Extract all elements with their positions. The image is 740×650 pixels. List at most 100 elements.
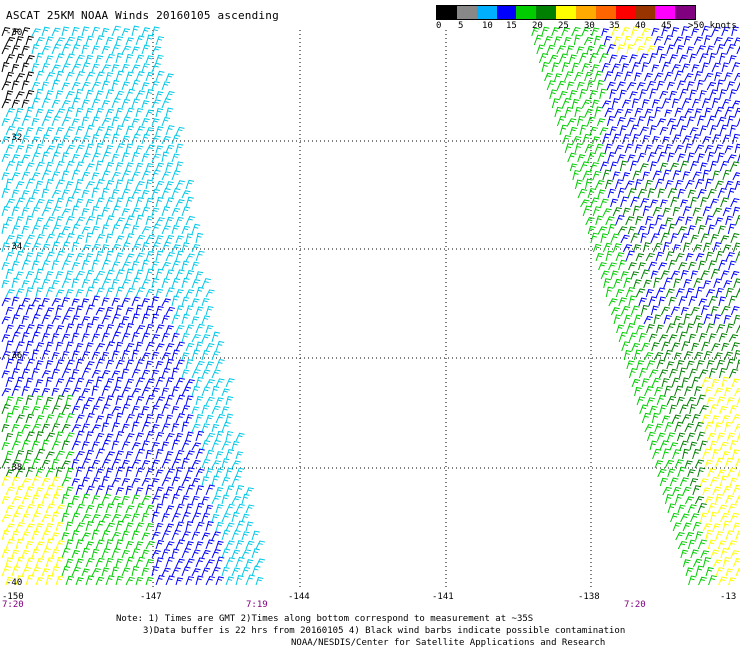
wind-barb bbox=[620, 196, 629, 208]
wind-barb bbox=[689, 441, 698, 451]
wind-barb bbox=[35, 379, 44, 388]
wind-barb bbox=[626, 44, 635, 55]
wind-barb bbox=[11, 241, 20, 253]
wind-barb bbox=[165, 523, 174, 532]
wind-barb bbox=[723, 351, 733, 361]
wind-barb bbox=[653, 314, 662, 325]
wind-barb bbox=[195, 430, 205, 442]
wind-barb bbox=[25, 55, 35, 64]
wind-barb bbox=[145, 144, 156, 154]
wind-barb bbox=[718, 576, 728, 586]
wind-barb bbox=[51, 405, 61, 415]
wind-barb bbox=[41, 423, 50, 433]
wind-barb bbox=[41, 62, 50, 73]
wind-barb bbox=[31, 475, 41, 487]
wind-barb bbox=[161, 513, 170, 523]
wind-barb bbox=[195, 485, 204, 496]
wind-barb bbox=[11, 476, 20, 487]
wind-barb bbox=[681, 63, 691, 73]
wind-barb bbox=[191, 477, 201, 487]
wind-barb bbox=[728, 55, 737, 64]
wind-barb bbox=[115, 235, 125, 244]
wind-barb bbox=[5, 90, 14, 100]
wind-barb bbox=[681, 341, 691, 352]
wind-barb bbox=[15, 108, 24, 118]
wind-barb bbox=[711, 26, 721, 37]
wind-barb bbox=[111, 386, 122, 397]
wind-barb bbox=[626, 82, 637, 91]
wind-barb bbox=[45, 287, 55, 298]
wind-barb bbox=[125, 71, 134, 82]
wind-barb bbox=[135, 287, 146, 298]
wind-barb bbox=[241, 531, 250, 541]
wind-barb bbox=[730, 306, 740, 316]
wind-barb bbox=[75, 179, 84, 190]
wind-barb bbox=[669, 442, 679, 451]
wind-barb bbox=[141, 369, 151, 379]
wind-barb bbox=[594, 143, 604, 154]
wind-barb bbox=[155, 376, 165, 388]
wind-barb bbox=[185, 179, 195, 190]
wind-barb bbox=[628, 54, 638, 64]
wind-barb bbox=[606, 81, 616, 91]
wind-barb bbox=[121, 423, 130, 433]
wind-barb bbox=[135, 54, 145, 64]
wind-barb bbox=[669, 124, 679, 136]
wind-barb bbox=[185, 414, 194, 424]
wind-barb bbox=[91, 567, 101, 577]
wind-barb bbox=[656, 46, 664, 55]
wind-barb bbox=[679, 477, 689, 487]
wind-barb bbox=[101, 170, 111, 181]
wind-barb bbox=[65, 539, 74, 550]
wind-barb bbox=[95, 179, 105, 190]
wind-barb bbox=[543, 36, 553, 46]
wind-barb bbox=[85, 485, 95, 496]
wind-barb bbox=[35, 342, 45, 352]
wind-barb bbox=[533, 34, 543, 46]
wind-barb bbox=[5, 160, 16, 172]
wind-barb bbox=[672, 449, 682, 460]
wind-barb bbox=[185, 324, 195, 334]
wind-barb bbox=[666, 323, 676, 334]
wind-barb bbox=[165, 125, 175, 136]
wind-barb bbox=[21, 368, 30, 379]
wind-barb bbox=[615, 289, 624, 298]
wind-barb bbox=[572, 135, 582, 145]
wind-barb bbox=[145, 179, 154, 190]
wind-barb bbox=[703, 350, 713, 361]
wind-barb bbox=[45, 523, 54, 532]
wind-barb bbox=[681, 377, 690, 388]
wind-barb bbox=[715, 287, 724, 298]
wind-barb bbox=[115, 341, 124, 352]
wind-barb bbox=[181, 457, 190, 469]
wind-barb bbox=[701, 341, 710, 352]
wind-barb bbox=[141, 206, 151, 217]
lon-label: -141 bbox=[432, 592, 454, 602]
wind-barb bbox=[45, 396, 54, 406]
wind-barb bbox=[91, 187, 100, 199]
wind-barb bbox=[211, 405, 221, 415]
wind-barb bbox=[141, 153, 150, 163]
wind-barb bbox=[141, 100, 150, 109]
wind-barb bbox=[201, 334, 211, 343]
wind-barb bbox=[1, 404, 11, 415]
wind-barb bbox=[201, 297, 210, 307]
wind-barb bbox=[573, 34, 582, 46]
wind-barb bbox=[646, 116, 655, 127]
wind-barb bbox=[41, 349, 51, 361]
legend-swatch bbox=[655, 6, 676, 19]
wind-barb bbox=[111, 350, 120, 361]
wind-barb bbox=[141, 259, 150, 271]
wind-barb bbox=[115, 162, 124, 172]
wind-barb bbox=[654, 72, 664, 82]
wind-barb bbox=[676, 396, 685, 406]
wind-barb bbox=[31, 242, 41, 253]
wind-barb bbox=[115, 376, 124, 388]
wind-barb bbox=[728, 295, 738, 307]
wind-barb bbox=[215, 468, 224, 478]
wind-barb bbox=[649, 161, 658, 172]
wind-barb bbox=[75, 358, 84, 370]
wind-barb bbox=[111, 513, 121, 523]
wind-barb bbox=[686, 323, 695, 334]
wind-barb bbox=[670, 306, 680, 316]
